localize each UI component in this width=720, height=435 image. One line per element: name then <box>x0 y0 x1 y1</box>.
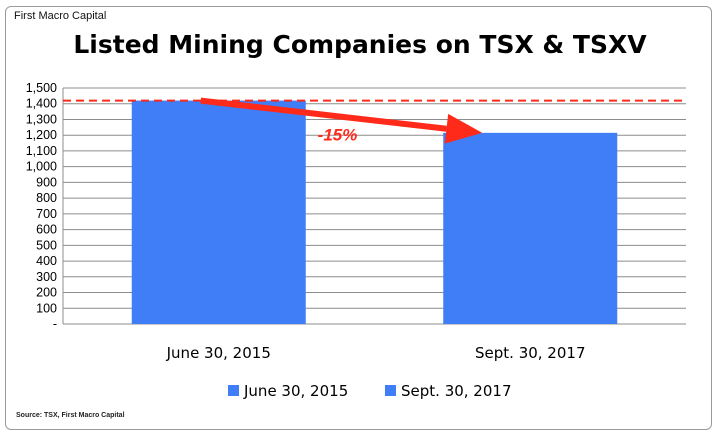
chart-title: Listed Mining Companies on TSX & TSXV <box>73 30 647 59</box>
legend-label: June 30, 2015 <box>243 382 348 400</box>
y-axis: -1002003004005006007008009001,0001,1001,… <box>26 81 64 331</box>
legend-swatch <box>228 385 239 396</box>
y-tick-label: 200 <box>36 286 57 300</box>
y-tick-label: 100 <box>36 301 57 315</box>
y-tick-label: 1,200 <box>26 128 57 142</box>
x-tick-label: June 30, 2015 <box>166 344 271 362</box>
y-tick-label: 500 <box>36 238 57 252</box>
bar <box>131 100 306 324</box>
y-tick-label: 300 <box>36 270 57 284</box>
bars <box>131 100 618 324</box>
legend-label: Sept. 30, 2017 <box>401 382 512 400</box>
bar <box>443 132 618 324</box>
change-arrow-head <box>444 113 483 144</box>
x-tick-label: Sept. 30, 2017 <box>475 344 586 362</box>
y-tick-label: - <box>53 317 57 331</box>
annotation-layer: -15% <box>63 97 686 145</box>
x-axis-labels: June 30, 2015 Sept. 30, 2017 <box>166 344 586 362</box>
y-tick-label: 1,400 <box>26 97 57 111</box>
legend: June 30, 2015 Sept. 30, 2017 <box>228 382 512 400</box>
y-tick-label: 1,500 <box>26 81 57 95</box>
source-note: Source: TSX, First Macro Capital <box>16 412 125 419</box>
brand-label: First Macro Capital <box>14 10 107 22</box>
change-annotation-label: -15% <box>318 126 358 145</box>
change-arrow-shaft <box>200 97 447 132</box>
y-tick-label: 1,300 <box>26 112 57 126</box>
y-tick-label: 400 <box>36 254 57 268</box>
y-tick-label: 600 <box>36 223 57 237</box>
y-tick-label: 900 <box>36 175 57 189</box>
y-tick-label: 1,000 <box>26 160 57 174</box>
y-tick-label: 700 <box>36 207 57 221</box>
y-tick-label: 1,100 <box>26 144 57 158</box>
legend-swatch <box>385 385 396 396</box>
y-tick-label: 800 <box>36 191 57 205</box>
